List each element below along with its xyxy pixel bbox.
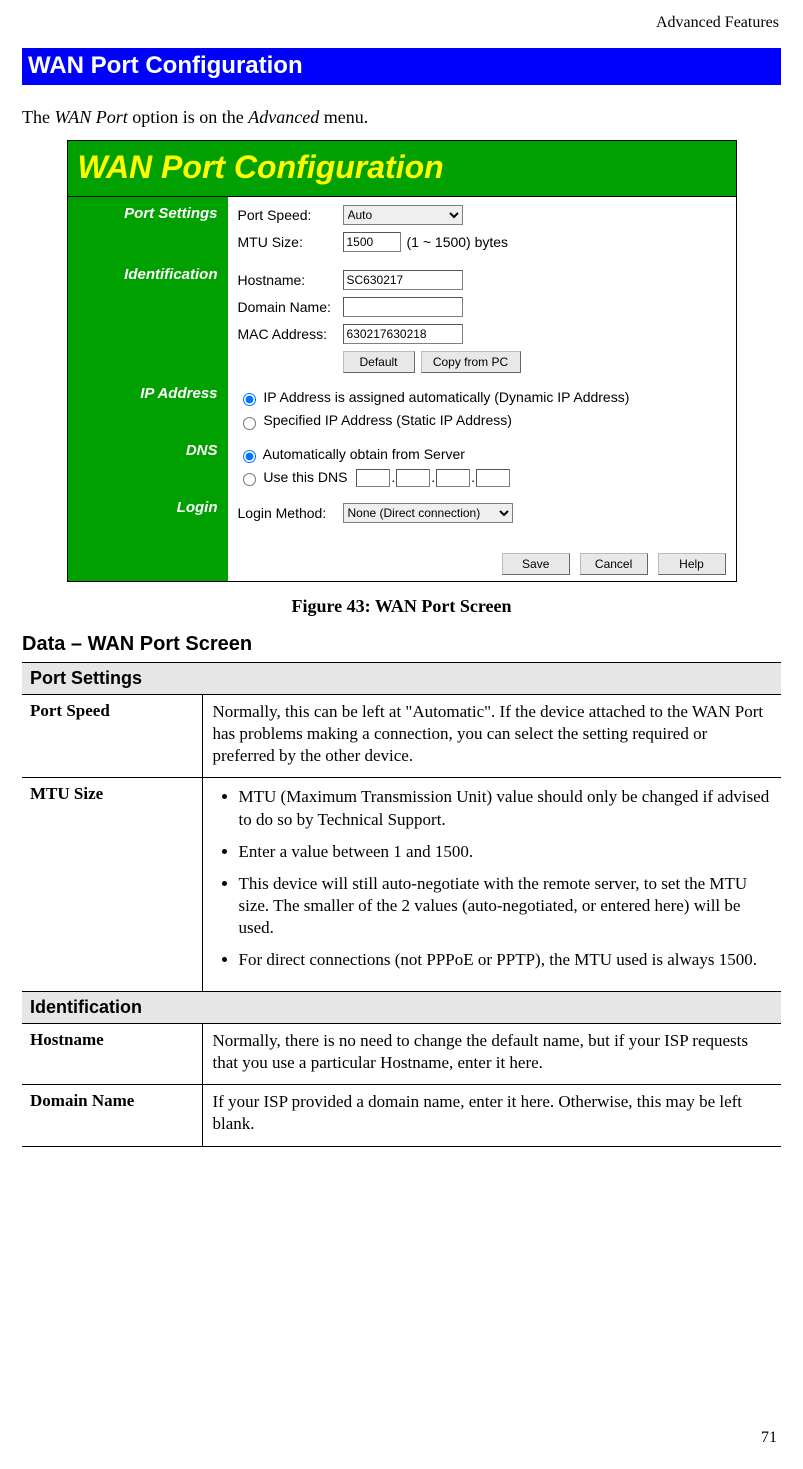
sidebar-ip-address: IP Address [74,385,218,402]
port-speed-select[interactable]: Auto [343,205,463,225]
dns-auto-label: Automatically obtain from Server [263,446,465,462]
cancel-button[interactable]: Cancel [580,553,648,575]
intro-em1: WAN Port [54,107,127,127]
mac-input[interactable] [343,324,463,344]
page-header-right: Advanced Features [22,14,781,32]
sidebar-identification: Identification [74,266,218,283]
screenshot-main: Port Speed: Auto MTU Size: (1 ~ 1500) by… [228,197,736,581]
mac-label: MAC Address: [238,326,343,342]
dns-ip-1[interactable] [356,469,390,487]
dns-auto-radio[interactable] [243,450,256,463]
mtu-bullet-4: For direct connections (not PPPoE or PPT… [239,949,772,971]
wan-port-screenshot: WAN Port Configuration Port Settings Ide… [67,140,737,582]
row-domain-label: Domain Name [22,1085,202,1146]
screenshot-title: WAN Port Configuration [68,141,736,197]
row-mtu-label: MTU Size [22,778,202,992]
sidebar-dns: DNS [74,442,218,459]
domainname-input[interactable] [343,297,463,317]
intro-mid: option is on the [128,107,249,127]
port-speed-label: Port Speed: [238,207,343,223]
row-port-speed-desc: Normally, this can be left at "Automatic… [202,695,781,778]
sidebar-login: Login [74,499,218,516]
mtu-bullet-1: MTU (Maximum Transmission Unit) value sh… [239,786,772,830]
dns-manual-label: Use this DNS [263,469,347,485]
page-number: 71 [761,1429,777,1447]
section-port-settings: Port Settings [22,663,781,695]
data-table: Port Settings Port Speed Normally, this … [22,662,781,1146]
save-button[interactable]: Save [502,553,570,575]
row-domain-desc: If your ISP provided a domain name, ente… [202,1085,781,1146]
hostname-label: Hostname: [238,272,343,288]
section-heading: WAN Port Configuration [22,48,781,85]
domainname-label: Domain Name: [238,299,343,315]
sidebar-port-settings: Port Settings [74,205,218,222]
row-mtu-desc: MTU (Maximum Transmission Unit) value sh… [202,778,781,992]
dns-ip-2[interactable] [396,469,430,487]
hostname-input[interactable] [343,270,463,290]
intro-pre: The [22,107,54,127]
default-button[interactable]: Default [343,351,415,373]
mtu-suffix: (1 ~ 1500) bytes [407,234,509,250]
row-port-speed-label: Port Speed [22,695,202,778]
ip-dynamic-label: IP Address is assigned automatically (Dy… [263,389,629,405]
section-identification: Identification [22,992,781,1024]
ip-static-radio[interactable] [243,417,256,430]
intro-post: menu. [319,107,368,127]
row-hostname-label: Hostname [22,1024,202,1085]
login-method-select[interactable]: None (Direct connection) [343,503,513,523]
copy-from-pc-button[interactable]: Copy from PC [421,351,521,373]
mtu-bullet-3: This device will still auto-negotiate wi… [239,873,772,939]
row-hostname-desc: Normally, there is no need to change the… [202,1024,781,1085]
mtu-bullet-2: Enter a value between 1 and 1500. [239,841,772,863]
login-method-label: Login Method: [238,505,343,521]
dns-ip-3[interactable] [436,469,470,487]
ip-static-label: Specified IP Address (Static IP Address) [263,412,512,428]
figure-caption: Figure 43: WAN Port Screen [22,596,781,617]
help-button[interactable]: Help [658,553,726,575]
ip-dynamic-radio[interactable] [243,393,256,406]
mtu-label: MTU Size: [238,234,343,250]
dns-manual-radio[interactable] [243,473,256,486]
screenshot-sidebar: Port Settings Identification IP Address … [68,197,228,581]
mtu-input[interactable] [343,232,401,252]
intro-em2: Advanced [248,107,319,127]
intro-text: The WAN Port option is on the Advanced m… [22,107,781,128]
dns-ip-4[interactable] [476,469,510,487]
data-table-heading: Data – WAN Port Screen [22,633,781,656]
